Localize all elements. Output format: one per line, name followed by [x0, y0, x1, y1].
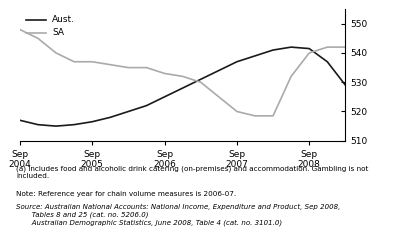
Text: Note: Reference year for chain volume measures is 2006-07.: Note: Reference year for chain volume me… — [16, 191, 236, 197]
Text: Source: Australian National Accounts: National Income, Expenditure and Product, : Source: Australian National Accounts: Na… — [16, 204, 340, 226]
Text: (a) Includes food and alcoholic drink catering (on-premises) and accommodation. : (a) Includes food and alcoholic drink ca… — [16, 166, 368, 179]
Text: Aust.: Aust. — [52, 15, 75, 24]
Text: SA: SA — [52, 28, 64, 37]
